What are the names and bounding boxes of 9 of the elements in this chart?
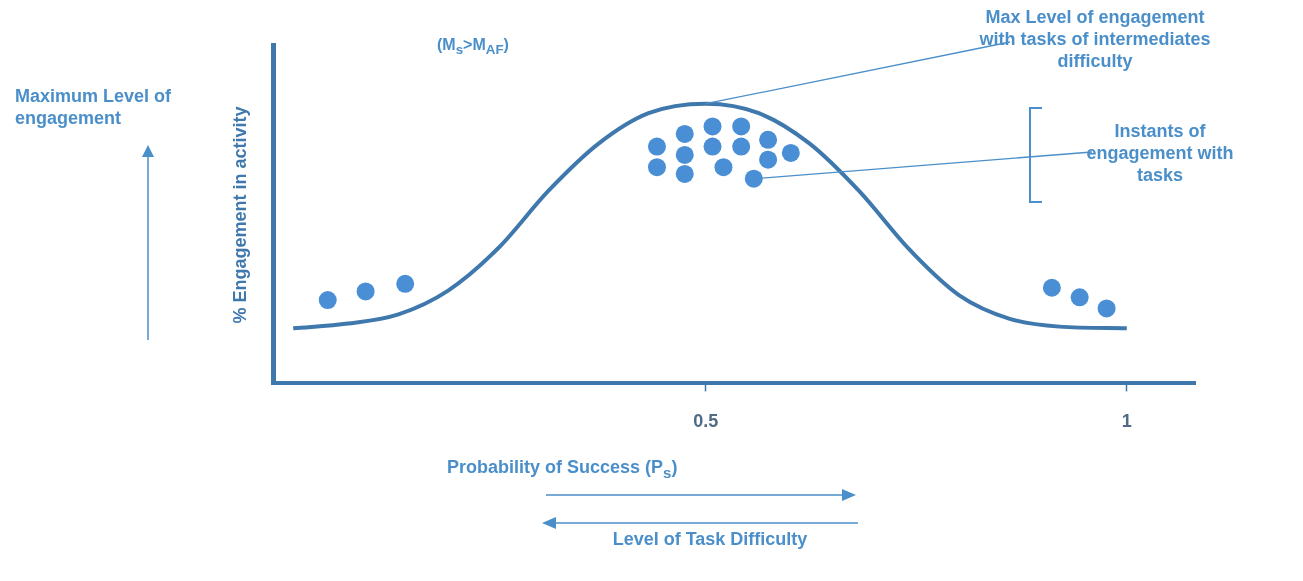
text: Maximum Level of engagement (15, 86, 172, 128)
annotation: Max Level of engagement with tasks of intermediates difficulty (978, 6, 1212, 72)
x-tick-label: 1 (1121, 411, 1132, 432)
text: Level of Task Difficulty (611, 528, 809, 550)
chart-title: (M$_{s}$>M$_{AF}$) (437, 35, 509, 60)
y-axis-title: % Engagement in activity (229, 106, 251, 324)
x-tick-label: 0.5 (693, 411, 719, 432)
x-axis-title: Probability of Success (P$_{s}$) (447, 456, 678, 483)
annotation: Instants of engagement with tasks (1085, 120, 1235, 186)
